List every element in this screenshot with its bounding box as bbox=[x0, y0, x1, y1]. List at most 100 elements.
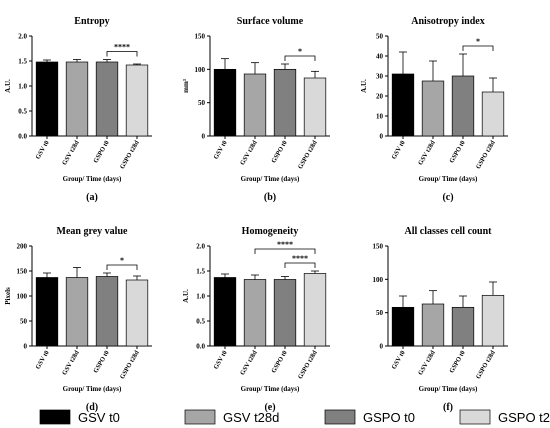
x-tick-label: GSPO t28d bbox=[297, 139, 319, 170]
significance-label: **** bbox=[277, 240, 293, 249]
legend-swatch bbox=[184, 409, 216, 425]
legend-item: GSPO t0 bbox=[324, 409, 415, 425]
x-tick-label: GSPO t0 bbox=[270, 350, 288, 375]
x-tick-label: GSV t28d bbox=[417, 349, 437, 376]
x-tick-label: GSPO t28d bbox=[119, 349, 141, 380]
chart-title: Homogeneity bbox=[242, 226, 299, 237]
x-tick-label: GSV t0 bbox=[35, 140, 51, 161]
significance-bracket bbox=[106, 264, 138, 270]
y-axis-label: Pixels bbox=[4, 287, 12, 305]
y-tick-label: 2.0 bbox=[196, 243, 205, 251]
x-tick-label: GSPO t0 bbox=[448, 350, 466, 375]
y-tick-label: 200 bbox=[17, 243, 28, 251]
bar bbox=[303, 77, 327, 137]
y-axis-label: mm³ bbox=[182, 79, 190, 93]
x-tick-label: GSPO t0 bbox=[448, 140, 466, 165]
y-tick-label: 1.5 bbox=[18, 58, 27, 66]
bar bbox=[95, 276, 119, 347]
bar bbox=[451, 306, 475, 347]
bar bbox=[213, 68, 237, 137]
significance-bracket bbox=[284, 262, 316, 268]
y-tick-label: 150 bbox=[195, 33, 206, 41]
bar bbox=[481, 91, 505, 137]
y-tick-label: 1.5 bbox=[196, 268, 205, 276]
chart-panel-3: Anisotropy index 0 10 20 30 40 50 A.U. GSV t0 GSV… bbox=[360, 16, 508, 203]
bar bbox=[65, 277, 89, 347]
legend-label: GSPO t28d bbox=[498, 410, 550, 425]
y-tick-label: 1.0 bbox=[196, 293, 205, 301]
y-axis-label: A.U. bbox=[360, 79, 368, 93]
x-axis-label: Group/ Time (days) bbox=[241, 175, 300, 183]
x-tick-label: GSV t0 bbox=[391, 350, 407, 371]
legend-item: GSPO t28d bbox=[459, 409, 550, 425]
y-tick-label: 50 bbox=[376, 309, 384, 317]
chart-title: Anisotropy index bbox=[411, 16, 484, 27]
bar bbox=[273, 279, 297, 347]
legend-item: GSV t28d bbox=[184, 409, 279, 425]
chart-title: All classes cell count bbox=[405, 226, 493, 237]
x-tick-label: GSV t28d bbox=[239, 139, 259, 166]
x-tick-label: GSPO t28d bbox=[119, 139, 141, 170]
bar bbox=[35, 61, 59, 137]
y-tick-label: 10 bbox=[376, 113, 384, 121]
legend-label: GSV t28d bbox=[223, 410, 279, 425]
y-tick-label: 50 bbox=[198, 99, 206, 107]
significance-label: * bbox=[298, 47, 302, 56]
legend-swatch bbox=[459, 409, 491, 425]
y-tick-label: 2.0 bbox=[18, 33, 27, 41]
panels: Entropy 0.0 0.5 1.0 1.5 2.0 A.U. GSV t0 GSV t28d… bbox=[4, 16, 508, 413]
panel-letter: (e) bbox=[264, 402, 275, 413]
bar bbox=[213, 277, 237, 347]
x-axis-label: Group/ Time (days) bbox=[419, 385, 478, 393]
chart-panel-4: Mean grey value 0 50 100 150 200 Pixels GSV t0 G… bbox=[4, 226, 152, 413]
y-tick-label: 100 bbox=[373, 276, 384, 284]
significance-bracket bbox=[462, 45, 494, 51]
x-tick-label: GSPO t28d bbox=[297, 349, 319, 380]
significance-bracket bbox=[284, 55, 316, 61]
bar bbox=[421, 80, 445, 137]
legend-item: GSV t0 bbox=[39, 409, 120, 425]
chart-title: Mean grey value bbox=[57, 226, 128, 237]
x-tick-label: GSV t28d bbox=[61, 349, 81, 376]
chart-panel-6: All classes cell count 0 50 100 150 GSV t0 GSV… bbox=[373, 226, 508, 413]
bar bbox=[65, 61, 89, 137]
x-tick-label: GSV t28d bbox=[239, 349, 259, 376]
y-tick-label: 0.0 bbox=[196, 343, 205, 351]
y-tick-label: 40 bbox=[376, 53, 384, 61]
legend-label: GSV t0 bbox=[78, 410, 120, 425]
y-tick-label: 50 bbox=[20, 318, 28, 326]
y-tick-label: 100 bbox=[17, 293, 28, 301]
x-tick-label: GSV t0 bbox=[35, 350, 51, 371]
y-tick-label: 30 bbox=[376, 73, 384, 81]
y-tick-label: 150 bbox=[373, 243, 384, 251]
bar bbox=[391, 306, 415, 347]
significance-label: * bbox=[476, 37, 480, 46]
panel-letter: (c) bbox=[442, 192, 453, 203]
panel-letter: (d) bbox=[86, 402, 98, 413]
x-axis-label: Group/ Time (days) bbox=[419, 175, 478, 183]
bar bbox=[125, 279, 149, 347]
panel-letter: (f) bbox=[443, 402, 453, 413]
significance-label: **** bbox=[114, 43, 130, 52]
bar bbox=[481, 294, 505, 347]
x-tick-label: GSV t28d bbox=[417, 139, 437, 166]
significance-label: * bbox=[120, 256, 124, 265]
chart-title: Entropy bbox=[74, 16, 109, 27]
y-axis-label: A.U. bbox=[182, 289, 190, 303]
significance-bracket bbox=[106, 51, 138, 57]
x-tick-label: GSV t28d bbox=[61, 139, 81, 166]
x-tick-label: GSV t0 bbox=[391, 140, 407, 161]
x-tick-label: GSPO t0 bbox=[92, 350, 110, 375]
legend-swatch bbox=[39, 409, 71, 425]
bar bbox=[421, 303, 445, 347]
bar bbox=[243, 279, 267, 347]
y-tick-label: 100 bbox=[195, 66, 206, 74]
bar bbox=[125, 64, 149, 137]
y-tick-label: 0 bbox=[202, 133, 206, 141]
chart-title: Surface volume bbox=[237, 16, 304, 27]
x-tick-label: GSV t0 bbox=[213, 140, 229, 161]
panel-letter: (a) bbox=[86, 192, 98, 203]
bar bbox=[273, 68, 297, 137]
bar bbox=[451, 75, 475, 137]
bar bbox=[391, 73, 415, 137]
